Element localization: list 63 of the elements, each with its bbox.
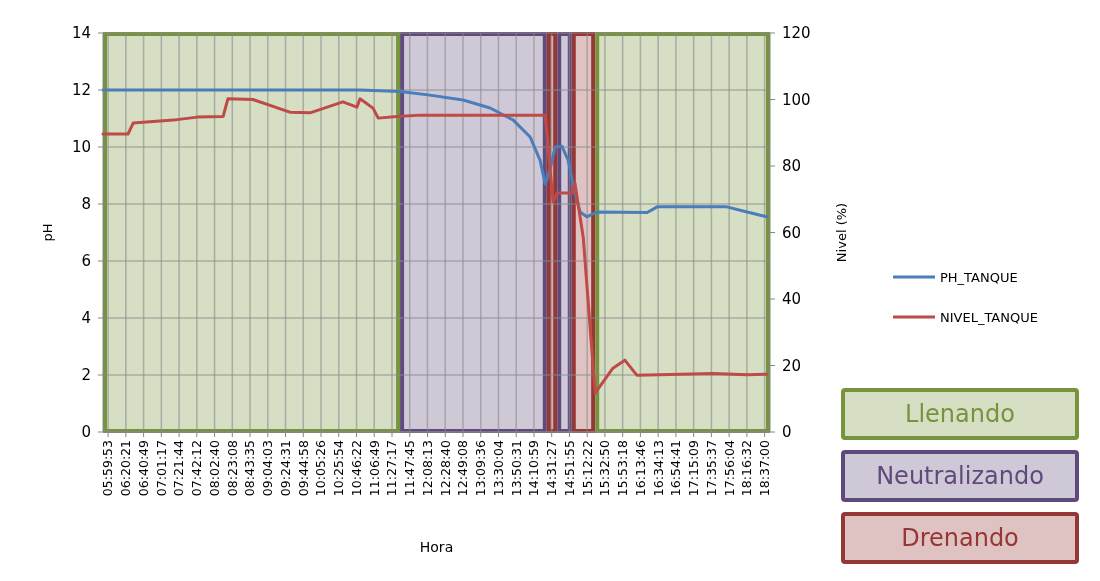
x-tick-label: 09:44:58 (295, 439, 311, 497)
y2-tick-label: 80 (782, 157, 802, 176)
band-label: Llenando (905, 400, 1015, 429)
y-tick-label: 10 (71, 138, 91, 157)
y2-tick-label: 100 (782, 90, 811, 109)
x-tick-label: 10:05:26 (313, 439, 329, 497)
x-tick-label: 17:35:37 (703, 440, 719, 497)
x-tick-label: 15:32:50 (597, 439, 613, 497)
x-tick-label: 12:28:40 (437, 439, 453, 497)
x-tick-label: 18:16:32 (739, 440, 755, 497)
x-tick-label: 16:54:41 (668, 440, 684, 497)
x-tick-label: 07:01:17 (153, 440, 169, 497)
x-tick-label: 07:21:44 (171, 439, 187, 497)
x-tick-label: 17:56:04 (721, 439, 737, 497)
x-axis-title: Hora (419, 539, 454, 555)
x-tick-label: 15:12:22 (579, 440, 595, 497)
line-series (101, 97, 769, 395)
x-tick-label: 08:23:08 (224, 439, 240, 497)
x-tick-label: 14:51:55 (561, 440, 577, 497)
y-tick-label: 4 (81, 309, 91, 328)
y-tick-label: 14 (71, 24, 91, 43)
x-tick-label: 06:40:49 (135, 439, 151, 497)
band-label: Neutralizando (876, 462, 1044, 491)
x-tick-label: 10:46:22 (348, 440, 364, 497)
y-tick-label: 12 (71, 81, 91, 100)
legend-label: NIVEL_TANQUE (940, 309, 1038, 325)
x-tick-label: 05:59:53 (100, 440, 116, 497)
x-tick-label: 14:10:59 (526, 439, 542, 497)
x-tick-label: 14:31:27 (544, 440, 560, 497)
x-tick-label: 11:47:45 (402, 440, 418, 497)
x-tick-label: 17:15:09 (686, 439, 702, 497)
x-tick-label: 11:06:49 (366, 439, 382, 497)
x-tick-label: 13:50:31 (508, 440, 524, 497)
y-tick-label: 0 (81, 423, 91, 442)
legend-label: PH_TANQUE (940, 269, 1018, 285)
x-tick-label: 12:08:13 (419, 440, 435, 497)
x-tick-label: 11:27:17 (384, 440, 400, 497)
x-tick-label: 16:13:46 (632, 439, 648, 497)
x-tick-label: 08:02:40 (206, 439, 222, 497)
y-axis-title: pH (40, 223, 55, 242)
x-tick-label: 08:43:35 (242, 440, 258, 497)
x-tick-label: 10:25:54 (331, 439, 347, 497)
y2-tick-label: 40 (782, 290, 802, 309)
x-tick-label: 12:49:08 (455, 439, 471, 497)
x-tick-label: 06:20:21 (118, 440, 134, 497)
x-tick-label: 07:42:12 (189, 440, 205, 497)
x-tick-label: 15:53:18 (615, 439, 631, 497)
x-tick-label: 09:04:03 (260, 440, 276, 497)
line-series (101, 88, 769, 219)
x-tick-label: 09:24:31 (277, 440, 293, 497)
band-label: Drenando (901, 524, 1019, 553)
x-tick-label: 13:09:36 (473, 439, 489, 497)
y2-tick-label: 20 (782, 356, 802, 375)
x-tick-label: 18:37:00 (757, 439, 772, 497)
x-tick-label: 16:34:13 (650, 440, 666, 497)
y-tick-label: 2 (81, 366, 91, 385)
y-tick-label: 8 (81, 195, 91, 214)
y2-tick-label: 120 (782, 24, 811, 43)
y2-tick-label: 60 (782, 223, 802, 242)
x-tick-label: 13:30:04 (490, 439, 506, 497)
y2-tick-label: 0 (782, 423, 792, 442)
y-tick-label: 6 (81, 252, 91, 271)
y2-axis-title: Nivel (%) (834, 202, 849, 263)
